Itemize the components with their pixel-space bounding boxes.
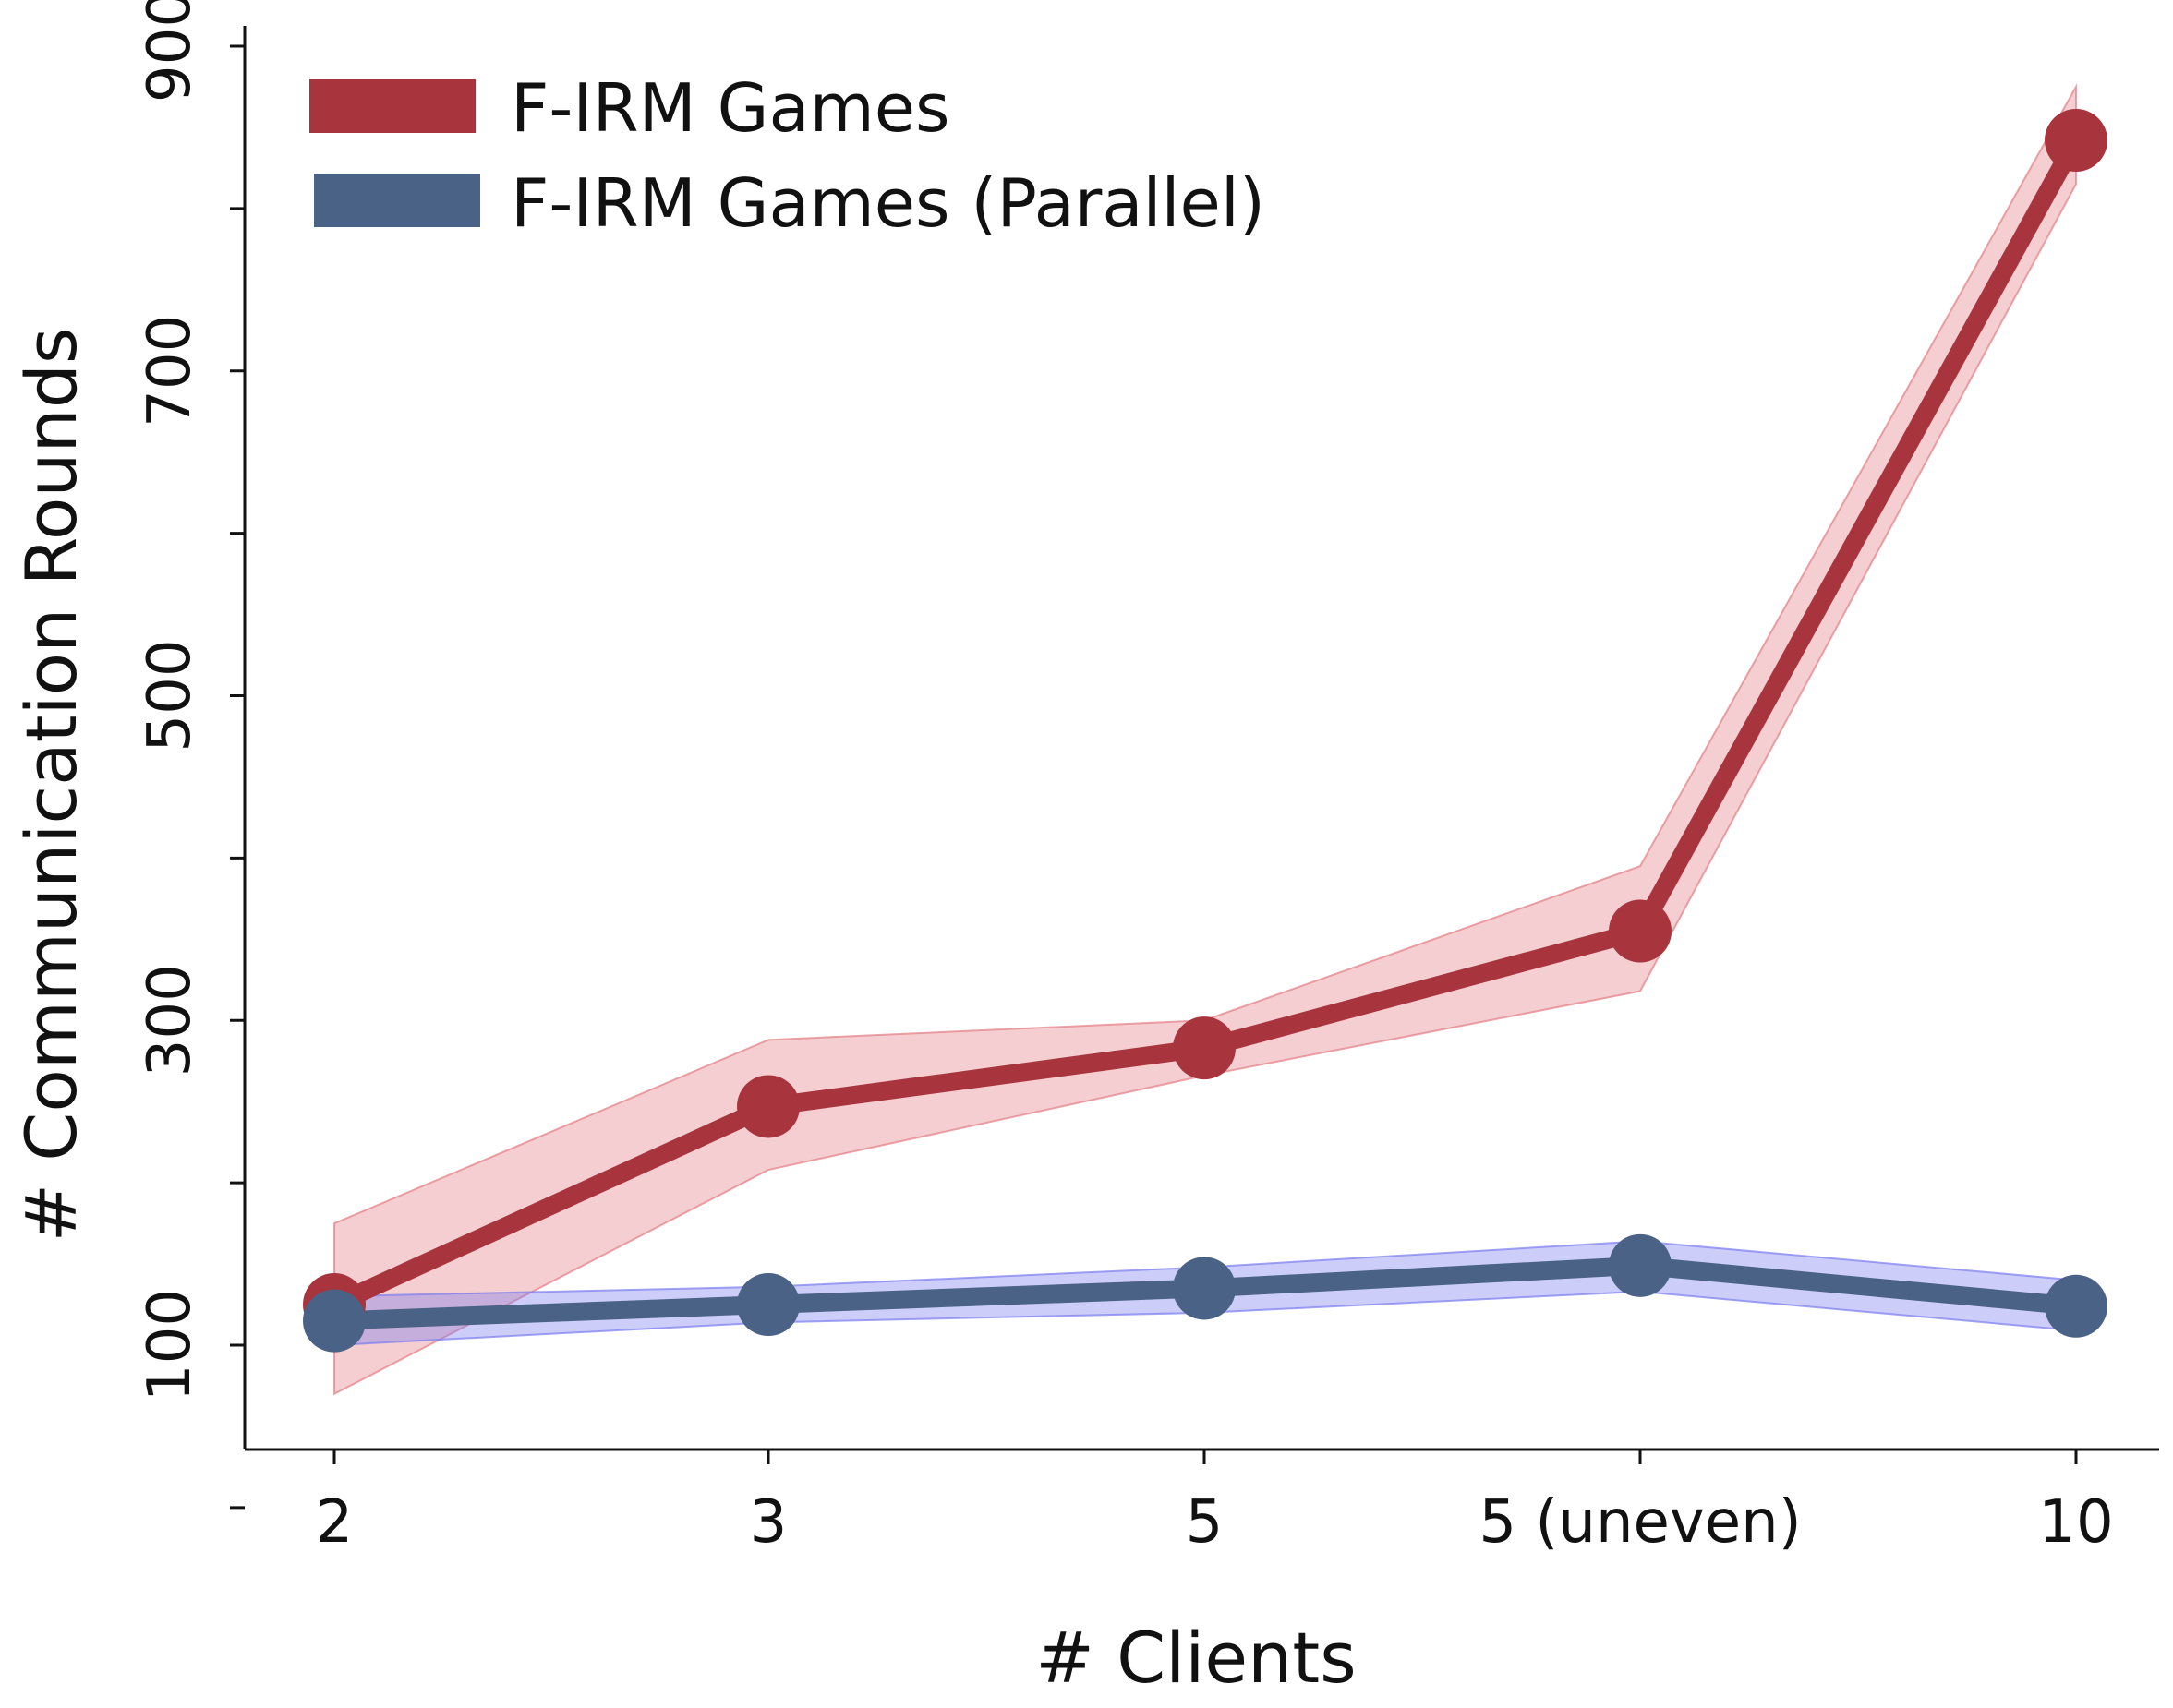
confidence-bands [333, 83, 2077, 1396]
series-points [303, 109, 2107, 1353]
x-ticks: 2 3 5 5 (uneven) 10 [316, 1449, 2114, 1557]
y-axis-title: # Communication Rounds [10, 327, 92, 1242]
x-tick-label: 5 [1186, 1488, 1224, 1557]
point-series-1-3 [1609, 1233, 1672, 1297]
x-tick-label: 5 (uneven) [1479, 1488, 1801, 1557]
point-series-1-0 [303, 1289, 366, 1353]
y-tick-label: 300 [136, 964, 204, 1077]
y-tick-label: 500 [136, 639, 204, 752]
legend-swatch-0 [309, 79, 476, 133]
x-axis-title: # Clients [1035, 1617, 1356, 1699]
point-series-0-2 [1173, 1016, 1236, 1080]
legend-swatch-1 [314, 174, 480, 227]
point-series-0-1 [737, 1075, 800, 1138]
x-tick-label: 3 [750, 1488, 788, 1557]
y-tick-label: 700 [136, 315, 204, 427]
point-series-1-2 [1173, 1257, 1236, 1320]
band-series-0 [333, 83, 2077, 1396]
point-series-1-4 [2045, 1274, 2107, 1338]
legend-label-1: F-IRM Games (Parallel) [511, 164, 1265, 242]
x-tick-label: 2 [316, 1488, 354, 1557]
point-series-1-1 [737, 1273, 800, 1337]
point-series-0-3 [1609, 899, 1672, 963]
y-ticks: 100 300 500 700 900 [136, 0, 245, 1510]
point-series-0-4 [2045, 109, 2107, 173]
y-tick-label: 900 [136, 0, 204, 102]
y-tick-label: 100 [136, 1289, 204, 1401]
legend-label-0: F-IRM Games [511, 69, 950, 147]
x-tick-label: 10 [2038, 1488, 2113, 1557]
legend: F-IRM Games F-IRM Games (Parallel) [309, 69, 1265, 242]
